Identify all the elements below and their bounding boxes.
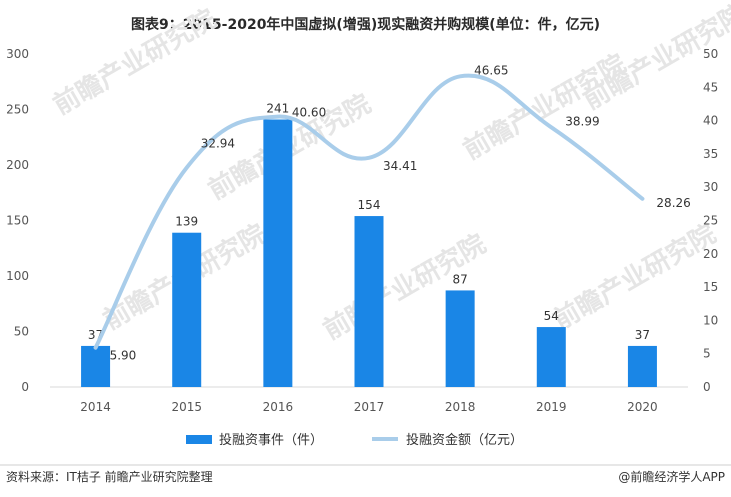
x-tick-label: 2015 xyxy=(171,400,202,414)
legend-swatch-bar xyxy=(186,435,212,444)
line-value-label: 34.41 xyxy=(383,159,417,173)
x-axis: 2014 2015 2016 2017 2018 2019 2020 xyxy=(80,400,657,414)
right-tick-label: 35 xyxy=(703,147,718,161)
line-value-label: 46.65 xyxy=(474,63,508,77)
bar xyxy=(354,216,384,387)
bar xyxy=(445,290,475,387)
left-tick-label: 200 xyxy=(6,158,29,172)
left-tick-label: 100 xyxy=(6,269,29,283)
legend-label-line: 投融资金额（亿元） xyxy=(406,432,523,448)
bar xyxy=(536,327,566,387)
right-tick-label: 20 xyxy=(703,247,718,261)
line-value-label: 28.26 xyxy=(656,196,690,210)
legend-label-bar: 投融资事件（件） xyxy=(219,432,323,448)
line-value-label: 32.94 xyxy=(201,137,235,151)
bar-value-label: 139 xyxy=(175,215,198,229)
chart-title: 图表9：2015-2020年中国虚拟(增强)现实融资并购规模(单位：件，亿元) xyxy=(131,16,600,33)
x-tick-label: 2018 xyxy=(445,400,476,414)
x-tick-label: 2016 xyxy=(263,400,294,414)
bar xyxy=(627,345,657,387)
line-path xyxy=(93,73,645,350)
bar-value-label: 54 xyxy=(544,309,559,323)
right-tick-label: 0 xyxy=(703,380,711,394)
right-tick-label: 5 xyxy=(703,347,711,361)
right-tick-label: 15 xyxy=(703,280,718,294)
bar-value-label: 87 xyxy=(453,272,468,286)
bar xyxy=(81,345,111,387)
line-value-label: 40.60 xyxy=(292,106,326,120)
line-series xyxy=(93,73,645,350)
line-value-label: 5.90 xyxy=(110,349,137,363)
bar-value-label: 154 xyxy=(358,198,381,212)
bar xyxy=(172,232,202,387)
right-tick-label: 45 xyxy=(703,80,718,94)
legend: 投融资事件（件） 投融资金额（亿元） xyxy=(186,432,523,448)
right-tick-label: 10 xyxy=(703,313,718,327)
x-tick-label: 2020 xyxy=(627,400,658,414)
watermark-layer: 前瞻产业研究院前瞻产业研究院前瞻产业研究院前瞻产业研究院前瞻产业研究院前瞻产业研… xyxy=(48,0,731,346)
bar xyxy=(263,119,293,388)
watermark-text: 前瞻产业研究院 xyxy=(548,218,721,336)
bar-series xyxy=(81,119,657,388)
left-tick-label: 0 xyxy=(21,380,29,394)
bar-value-label: 241 xyxy=(266,101,289,115)
line-value-labels: 5.90 32.94 40.60 34.41 46.65 38.99 28.26 xyxy=(110,63,691,362)
left-axis: 0 50 100 150 200 250 300 xyxy=(6,47,29,394)
left-tick-label: 150 xyxy=(6,214,29,228)
right-tick-label: 25 xyxy=(703,214,718,228)
bar-value-label: 37 xyxy=(635,328,650,342)
x-tick-label: 2019 xyxy=(536,400,567,414)
right-tick-label: 30 xyxy=(703,180,718,194)
x-tick-label: 2014 xyxy=(80,400,111,414)
x-tick-label: 2017 xyxy=(354,400,385,414)
left-tick-label: 50 xyxy=(14,325,29,339)
left-tick-label: 300 xyxy=(6,47,29,61)
footer-source: 资料来源：IT桔子 前瞻产业研究院整理 xyxy=(6,469,213,484)
left-tick-label: 250 xyxy=(6,103,29,117)
line-value-label: 38.99 xyxy=(565,114,599,128)
footer-brand: @前瞻经济学人APP xyxy=(618,469,725,484)
right-tick-label: 40 xyxy=(703,114,718,128)
right-axis: 0 5 10 15 20 25 30 35 40 45 50 xyxy=(703,47,718,394)
right-tick-label: 50 xyxy=(703,47,718,61)
